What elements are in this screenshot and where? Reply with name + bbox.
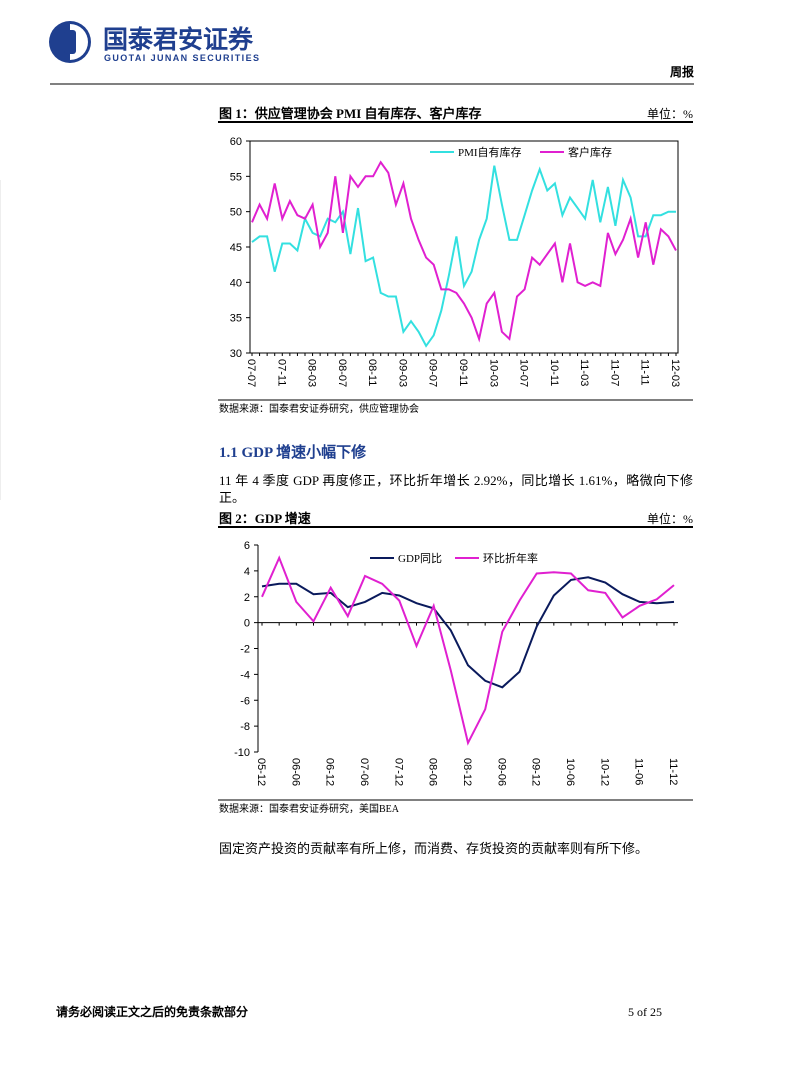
x-tick-label: 09-12 (530, 758, 542, 786)
y-tick-label: 2 (244, 592, 250, 604)
y-tick-label: 4 (244, 566, 250, 578)
x-tick-label: 08-12 (461, 758, 473, 786)
paragraph: 固定资产投资的贡献率有所上修，而消费、存货投资的贡献率则有所下修。 (219, 841, 649, 856)
y-tick-label: 0 (244, 618, 250, 630)
legend-label: 环比折年率 (483, 551, 538, 565)
x-tick-label: 07-06 (358, 758, 370, 786)
y-tick-label: -4 (240, 669, 250, 681)
x-tick-label: 10-12 (598, 758, 610, 786)
y-tick-label: 30 (230, 348, 242, 360)
figure: 图 1：供应管理协会 PMI 自有库存、客户库存 单位：% 数据来源：国泰君安证券研… (218, 106, 693, 415)
x-tick-label: 09-06 (495, 758, 507, 786)
x-tick-label: 11-03 (578, 359, 590, 386)
data-line (261, 576, 675, 689)
y-tick-label: -10 (234, 747, 250, 759)
x-tick-label: 06-12 (324, 758, 336, 786)
x-tick-label: 11-06 (633, 758, 645, 785)
figure-source: 数据来源：国泰君安证券研究，供应管理协会 (219, 402, 419, 415)
company-name: 国泰君安证券 (103, 25, 254, 54)
footer-disclaimer: 请务必阅读正文之后的免责条款部分 (56, 1004, 248, 1019)
y-tick-label: -8 (240, 721, 250, 733)
legend-label: GDP同比 (398, 552, 442, 565)
logo-bar (64, 30, 76, 54)
figure-title: 图 2：GDP 增速 (219, 511, 311, 526)
x-tick-label: 09-07 (427, 359, 439, 387)
y-tick-label: 55 (230, 171, 242, 183)
legend-label: PMI自有库存 (458, 145, 522, 159)
x-tick-label: 10-03 (487, 359, 499, 387)
logo (49, 21, 91, 63)
legend-label: 客户库存 (568, 145, 612, 159)
x-tick-label: 10-06 (564, 758, 576, 786)
x-tick-label: 08-07 (336, 359, 348, 387)
x-tick-label: 08-06 (427, 758, 439, 786)
x-tick-label: 06-06 (289, 758, 301, 786)
y-tick-label: 6 (244, 540, 250, 552)
company-name-en: GUOTAI JUNAN SECURITIES (104, 53, 259, 63)
y-tick-label: 40 (230, 277, 242, 289)
x-tick-label: 07-12 (392, 758, 404, 786)
y-tick-label: -6 (240, 695, 250, 707)
y-tick-label: 60 (230, 136, 242, 148)
figure-unit: 单位：% (647, 106, 693, 121)
x-tick-label: 07-07 (245, 359, 257, 387)
figure-source: 数据来源：国泰君安证券研究，美国BEA (219, 802, 400, 815)
x-tick-label: 07-11 (275, 359, 287, 386)
x-tick-label: 10-07 (518, 359, 530, 387)
footer-page: 5 of 25 (628, 1005, 662, 1019)
y-tick-label: -2 (240, 644, 250, 656)
x-tick-label: 12-03 (669, 359, 681, 387)
data-line (251, 165, 676, 348)
figure-unit: 单位：% (647, 511, 693, 526)
x-tick-label: 11-07 (608, 359, 620, 386)
y-tick-label: 45 (230, 242, 242, 254)
x-tick-label: 08-11 (366, 359, 378, 386)
x-tick-label: 11-12 (667, 758, 679, 785)
y-tick-label: 50 (230, 207, 242, 219)
x-tick-label: 09-03 (396, 359, 408, 387)
x-tick-label: 05-12 (255, 758, 267, 786)
x-tick-label: 08-03 (306, 359, 318, 387)
y-tick-label: 35 (230, 313, 242, 325)
x-tick-label: 09-11 (457, 359, 469, 386)
figure-title: 图 1：供应管理协会 PMI 自有库存、客户库存 (219, 106, 482, 121)
data-line (251, 160, 677, 343)
figure: 图 2：GDP 增速 单位：% 数据来源：国泰君安证券研究，美国BEA -10 -8 -6… (218, 511, 693, 815)
section-heading: 1.1 GDP 增速小幅下修 (219, 443, 367, 461)
x-tick-label: 11-11 (639, 359, 651, 386)
data-line (261, 555, 675, 746)
report-type: 周报 (670, 64, 694, 79)
x-tick-label: 10-11 (548, 359, 560, 386)
paragraph: 11 年 4 季度 GDP 再度修正，环比折年增长 2.92%，同比增长 1.6… (219, 473, 693, 505)
